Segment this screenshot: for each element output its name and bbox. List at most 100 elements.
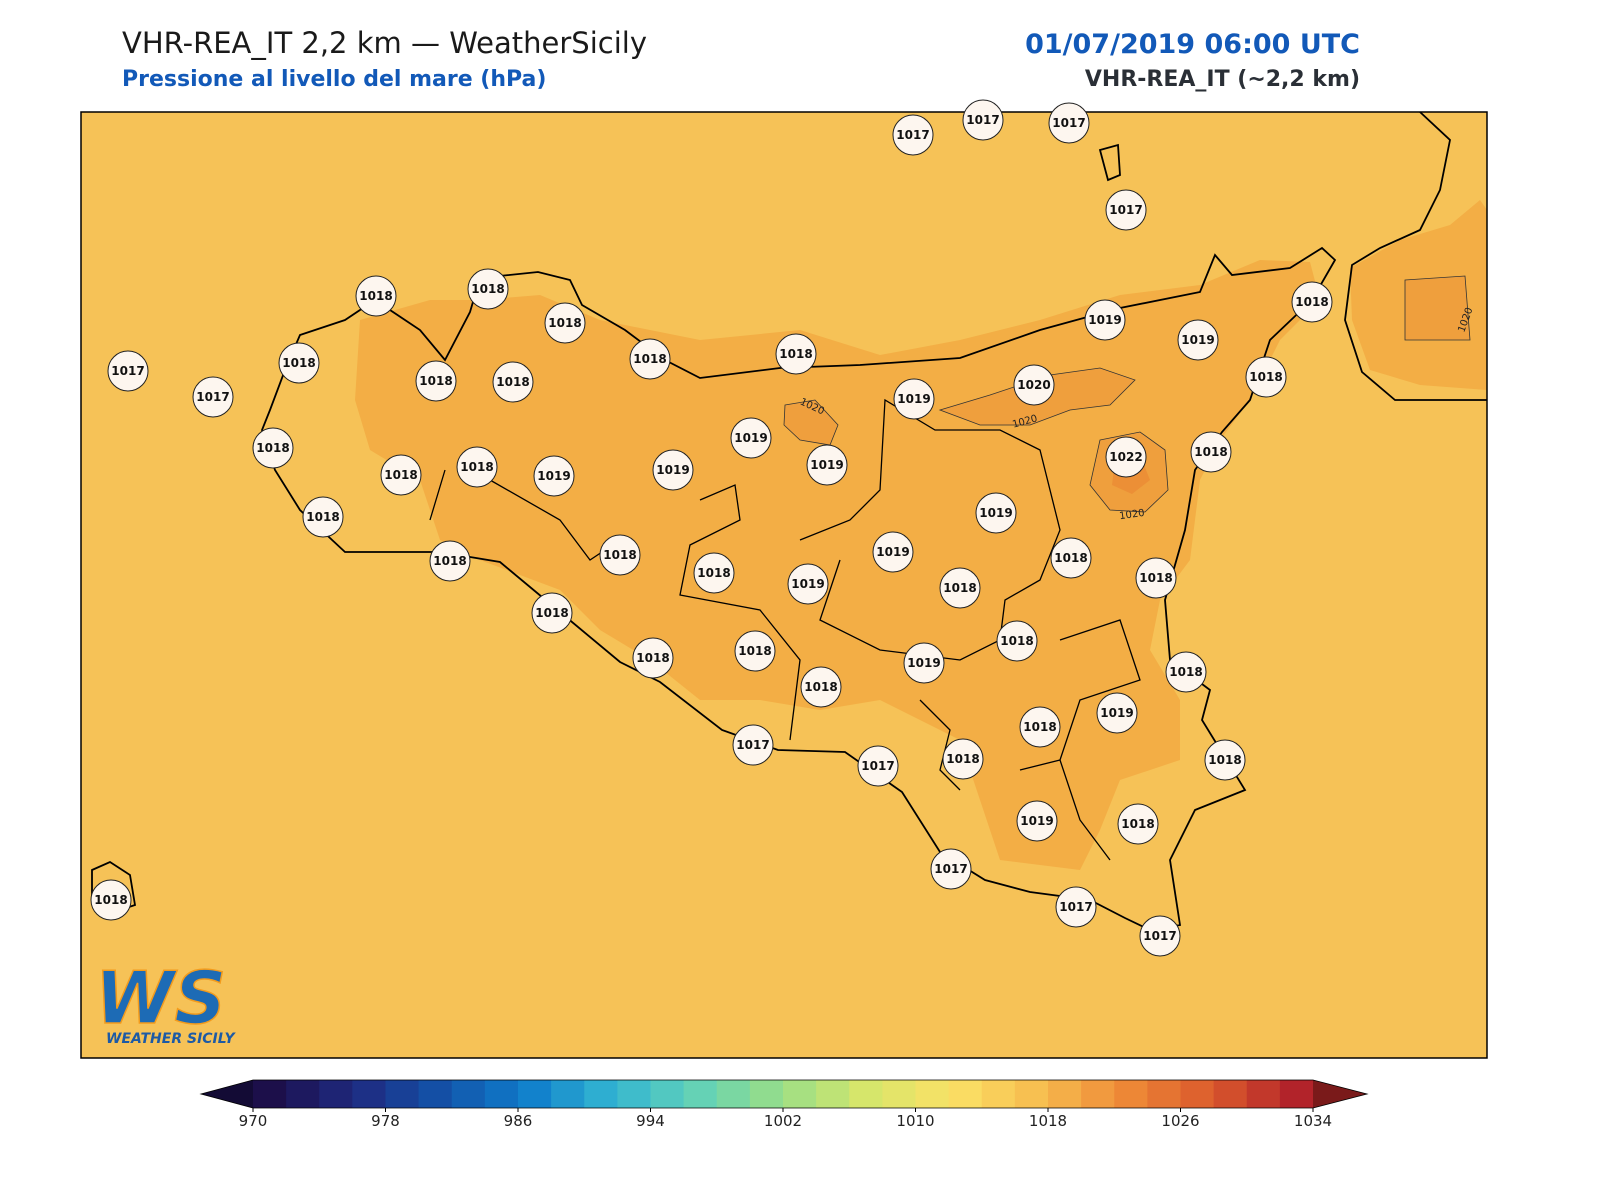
- colorbar-bin: [352, 1080, 386, 1108]
- station-value: 1018: [1169, 665, 1202, 679]
- colorbar-tick-label: 994: [636, 1112, 665, 1130]
- station-value: 1018: [471, 282, 504, 296]
- station-marker: [1177, 319, 1219, 361]
- colorbar-bin: [617, 1080, 651, 1108]
- coastline: [1344, 111, 1487, 401]
- station-marker: [492, 361, 534, 403]
- colorbar-bin: [385, 1080, 420, 1108]
- station-value: 1018: [535, 606, 568, 620]
- station-marker: [734, 630, 776, 672]
- station-marker: [730, 417, 772, 459]
- station-value: 1018: [1054, 551, 1087, 565]
- colorbar-bin: [418, 1080, 453, 1108]
- station-value: 1018: [496, 375, 529, 389]
- station-marker: [1190, 431, 1232, 473]
- high-pressure-area: [355, 260, 1320, 870]
- station-marker: [1105, 436, 1147, 478]
- station-marker: [975, 492, 1017, 534]
- station-value: 1019: [1088, 313, 1121, 327]
- station-value: 1018: [1295, 295, 1328, 309]
- station-marker: [632, 637, 674, 679]
- station-marker: [1084, 299, 1126, 341]
- station-marker: [1096, 692, 1138, 734]
- colorbar-bin: [849, 1080, 883, 1108]
- station-marker: [107, 350, 149, 392]
- station-value: 1018: [359, 289, 392, 303]
- station-value: 1018: [1139, 571, 1172, 585]
- colorbar-bin: [1081, 1080, 1115, 1108]
- station-marker: [1139, 915, 1181, 957]
- colorbar-tick-label: 970: [239, 1112, 268, 1130]
- station-marker: [1204, 739, 1246, 781]
- station-value: 1018: [633, 352, 666, 366]
- colorbar-bin: [518, 1080, 552, 1108]
- colorbar-bin: [783, 1080, 817, 1108]
- station-marker: [278, 342, 320, 384]
- station-marker: [380, 454, 422, 496]
- station-value: 1018: [419, 374, 452, 388]
- colorbar-bin: [584, 1080, 618, 1108]
- station-marker: [1013, 364, 1055, 406]
- station-value: 1019: [734, 431, 767, 445]
- station-value: 1019: [876, 545, 909, 559]
- station-marker: [903, 642, 945, 684]
- station-value: 1019: [1020, 814, 1053, 828]
- logo-name: WEATHER SICILY: [106, 1031, 237, 1047]
- station-value: 1018: [94, 893, 127, 907]
- station-marker: [302, 496, 344, 538]
- station-value: 1019: [537, 469, 570, 483]
- colorbar-bin: [915, 1080, 950, 1108]
- station-marker: [942, 738, 984, 780]
- station-marker: [800, 666, 842, 708]
- colorbar-bin: [816, 1080, 850, 1108]
- station-marker: [1117, 803, 1159, 845]
- station-value: 1018: [384, 468, 417, 482]
- station-value: 1018: [548, 316, 581, 330]
- station-value: 1018: [946, 752, 979, 766]
- station-value: 1018: [1023, 720, 1056, 734]
- station-marker: [893, 378, 935, 420]
- station-value: 1019: [897, 392, 930, 406]
- station-value: 1017: [1052, 116, 1085, 130]
- colorbar-bin: [286, 1080, 320, 1108]
- colorbar-tick-label: 1026: [1161, 1112, 1199, 1130]
- station-marker: [1050, 537, 1092, 579]
- station-marker: [1291, 281, 1333, 323]
- station-value: 1018: [433, 554, 466, 568]
- station-value: 1017: [1059, 900, 1092, 914]
- colorbar-bin: [1014, 1080, 1049, 1108]
- station-value: 1018: [1121, 817, 1154, 831]
- colorbar-tick-label: 1010: [896, 1112, 934, 1130]
- station-value: 1019: [791, 577, 824, 591]
- station-marker: [775, 333, 817, 375]
- datetime: 01/07/2019 06:00 UTC: [1025, 29, 1360, 60]
- station-value: 1018: [697, 566, 730, 580]
- station-marker: [872, 531, 914, 573]
- station-value: 1018: [306, 510, 339, 524]
- station-value: 1018: [1194, 445, 1227, 459]
- station-marker: [996, 620, 1038, 662]
- station-marker: [1135, 557, 1177, 599]
- station-marker: [456, 446, 498, 488]
- colorbar-extend-low: [201, 1080, 253, 1108]
- colorbar-bin: [749, 1080, 784, 1108]
- station-marker: [1048, 102, 1090, 144]
- station-value: 1018: [603, 548, 636, 562]
- station-marker: [732, 724, 774, 766]
- station-marker: [467, 268, 509, 310]
- station-marker: [90, 879, 132, 921]
- station-marker: [1105, 189, 1147, 231]
- subtitle: Pressione al livello del mare (hPa): [122, 67, 546, 92]
- colorbar-bin: [484, 1080, 519, 1108]
- station-marker: [544, 302, 586, 344]
- peak-area: [1404, 275, 1471, 341]
- station-value: 1017: [934, 862, 967, 876]
- station-value: 1017: [896, 128, 929, 142]
- station-marker: [629, 338, 671, 380]
- colorbar-bin: [1048, 1080, 1082, 1108]
- colorbar-tick-label: 1018: [1029, 1112, 1067, 1130]
- map-frame: [80, 111, 1488, 1059]
- station-marker: [531, 592, 573, 634]
